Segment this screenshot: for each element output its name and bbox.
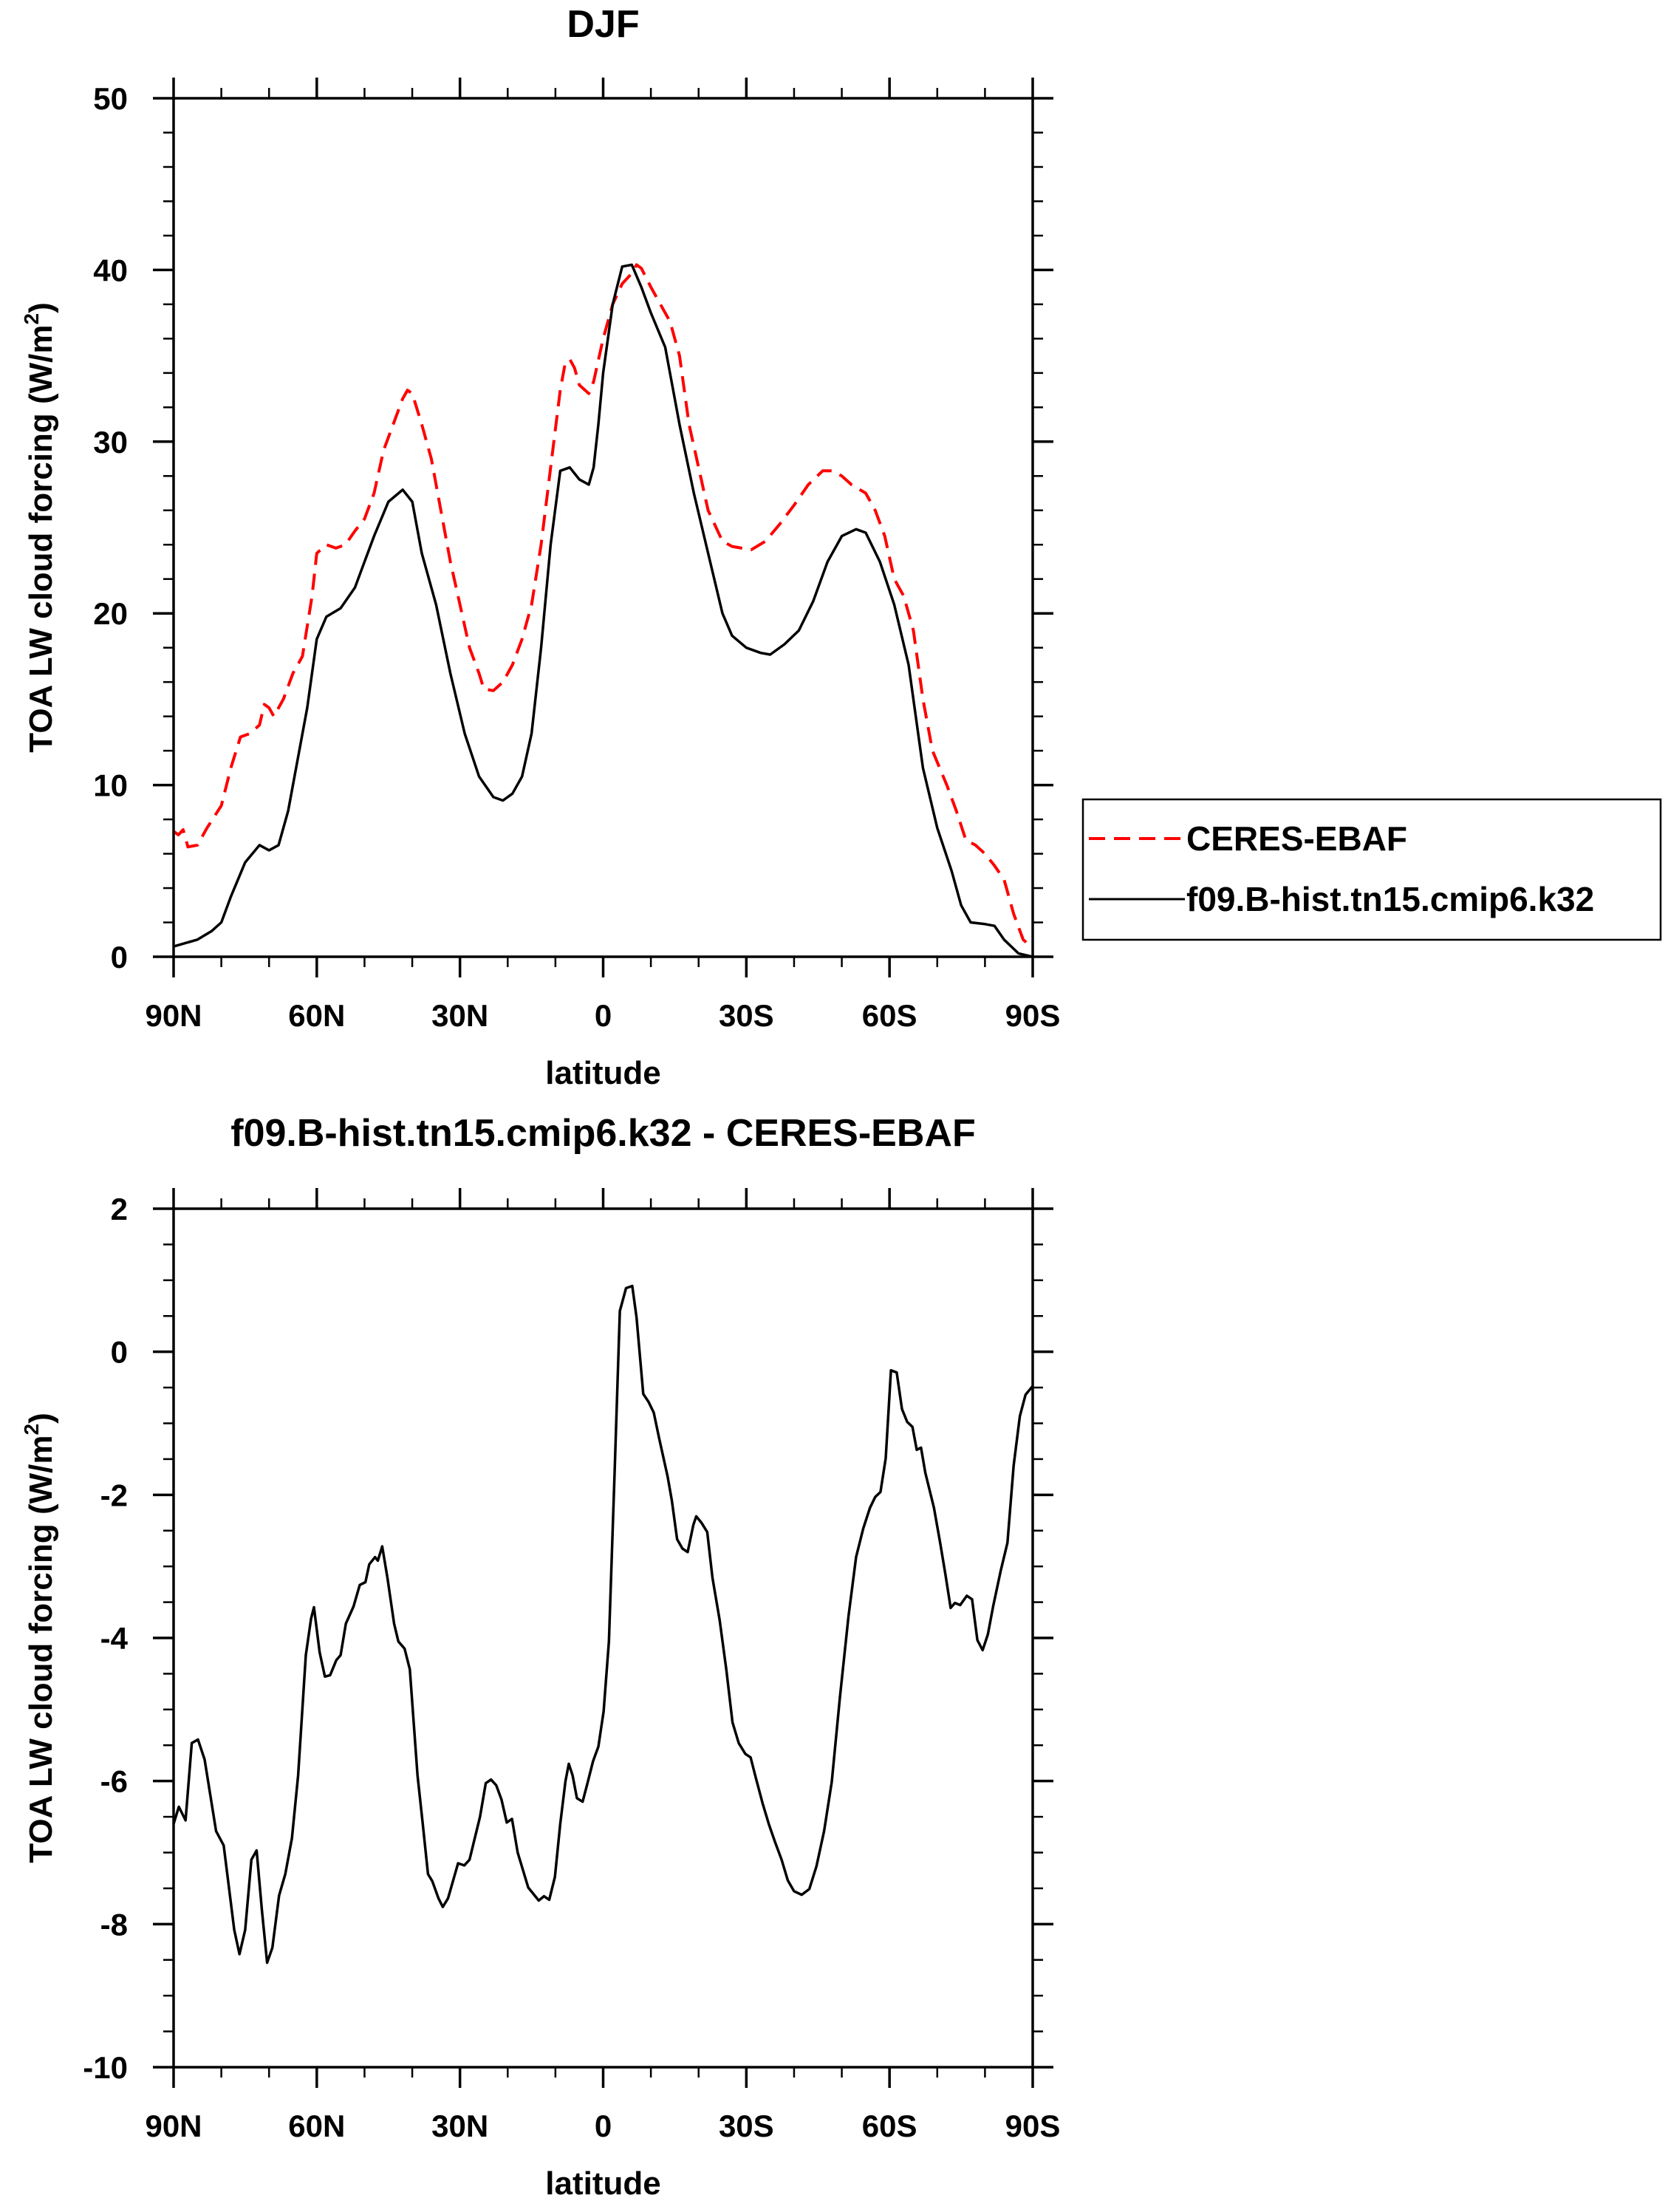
bottom-plot-difference: f09.B-hist.tn15.cmip6.k32 - CERES-EBAF 90… xyxy=(20,1112,1060,2202)
plot-frame xyxy=(172,97,1034,958)
x-tick-label: 90S xyxy=(1005,2109,1061,2143)
x-tick-label: 90S xyxy=(1005,998,1061,1033)
x-axis-label: latitude xyxy=(545,1055,660,1091)
y-tick-label: 20 xyxy=(93,596,128,631)
y-tick-label: 0 xyxy=(111,1335,128,1370)
x-tick-label: 60N xyxy=(288,2109,345,2143)
y-axis-label-text: TOA LW cloud forcing (W/m xyxy=(23,324,59,752)
x-tick-label: 30S xyxy=(719,998,774,1033)
x-tick-label: 30N xyxy=(431,998,488,1033)
plot-frame xyxy=(172,1207,1034,2069)
y-tick-label: 30 xyxy=(93,425,128,460)
x-tick-label: 90N xyxy=(145,2109,202,2143)
x-tick-label: 0 xyxy=(595,998,612,1033)
legend: CERES-EBAF f09.B-hist.tn15.cmip6.k32 xyxy=(1081,798,1662,941)
y-axis-label: TOA LW cloud forcing (W/m2) xyxy=(20,1413,59,1863)
y-tick-label: 2 xyxy=(111,1192,128,1226)
y-tick-label: 10 xyxy=(93,768,128,803)
y-axis-label-text: TOA LW cloud forcing (W/m xyxy=(23,1435,59,1863)
x-tick-label: 60S xyxy=(862,998,917,1033)
x-tick-label: 30N xyxy=(431,2109,488,2143)
y-tick-label: -2 xyxy=(100,1478,128,1512)
y-tick-label: 50 xyxy=(93,81,128,116)
series-line-f09-b-hist-tn15-cmip6-k32 xyxy=(173,263,1033,958)
x-tick-label: 60N xyxy=(288,998,345,1033)
y-axis-label-end: ) xyxy=(23,302,59,313)
top-plot-djf: DJF 90N 60N 30N 0 30S 60S 90S 0 10 20 30 40 50 latitud… xyxy=(20,3,1060,1091)
series-line-ceres-ebaf xyxy=(172,263,1034,949)
legend-label-model: f09.B-hist.tn15.cmip6.k32 xyxy=(1186,880,1594,918)
y-axis-label-superscript: 2 xyxy=(20,1424,43,1436)
y-tick-label: 0 xyxy=(111,940,128,974)
legend-label-ceres: CERES-EBAF xyxy=(1186,819,1407,858)
y-tick-label: 40 xyxy=(93,253,128,287)
x-tick-label: 0 xyxy=(595,2109,612,2143)
legend-box xyxy=(1081,798,1662,941)
plot-title: DJF xyxy=(567,3,639,46)
y-tick-label: -6 xyxy=(100,1764,128,1799)
y-axis-label: TOA LW cloud forcing (W/m2) xyxy=(20,302,59,753)
y-axis-label-superscript: 2 xyxy=(20,313,43,325)
x-tick-label: 90N xyxy=(145,998,202,1033)
x-axis-label: latitude xyxy=(545,2165,660,2202)
y-axis-label-end: ) xyxy=(23,1413,59,1424)
x-tick-label: 60S xyxy=(862,2109,917,2143)
series-line-difference xyxy=(172,1284,1034,1964)
y-tick-label: -4 xyxy=(100,1621,129,1656)
plot-title: f09.B-hist.tn15.cmip6.k32 - CERES-EBAF xyxy=(230,1112,975,1155)
y-tick-label: -8 xyxy=(100,1907,128,1942)
y-tick-label: -10 xyxy=(83,2050,128,2085)
x-tick-label: 30S xyxy=(719,2109,774,2143)
